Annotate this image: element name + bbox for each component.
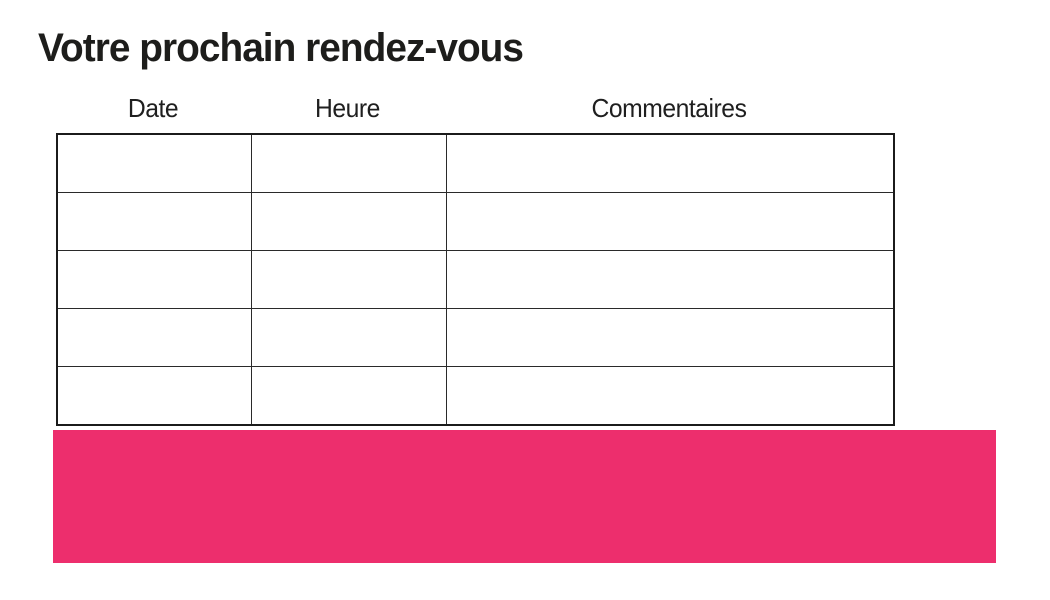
table-cell-date — [56, 133, 252, 193]
table-row — [56, 366, 895, 426]
table-row — [56, 250, 895, 309]
table-cell-date — [56, 250, 252, 309]
appointments-table-body — [56, 133, 895, 426]
table-cell-date — [56, 366, 252, 426]
page-title: Votre prochain rendez-vous — [38, 26, 524, 70]
table-row — [56, 192, 895, 251]
table-cell-heure — [250, 366, 447, 426]
table-cell-heure — [250, 308, 447, 367]
column-header-commentaires: Commentaires — [591, 93, 747, 123]
table-cell-commentaires — [445, 192, 895, 251]
table-cell-heure — [250, 250, 447, 309]
table-cell-date — [56, 192, 252, 251]
table-cell-commentaires — [445, 366, 895, 426]
table-cell-commentaires — [445, 133, 895, 193]
table-cell-date — [56, 308, 252, 367]
column-header-date: Date — [127, 93, 179, 123]
table-cell-commentaires — [445, 250, 895, 309]
table-row — [56, 133, 895, 193]
table-header-row: Date Heure Commentaires — [56, 90, 893, 126]
column-header-heure: Heure — [315, 93, 380, 123]
table-cell-commentaires — [445, 308, 895, 367]
footer-banner — [53, 430, 996, 563]
table-cell-heure — [250, 192, 447, 251]
appointments-table — [56, 133, 895, 426]
table-row — [56, 308, 895, 367]
table-cell-heure — [250, 133, 447, 193]
